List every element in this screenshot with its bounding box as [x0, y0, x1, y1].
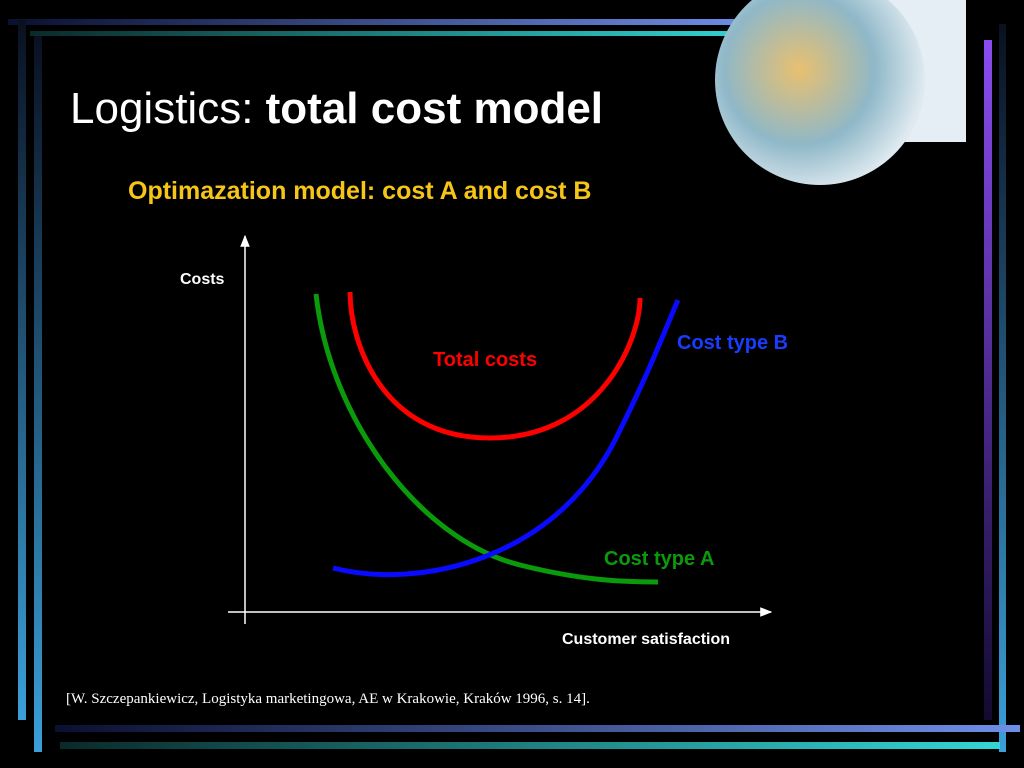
curve-label: Total costs — [433, 349, 537, 371]
x-axis-label: Customer satisfaction — [562, 631, 730, 648]
curve-total — [347, 291, 643, 441]
y-axis-label: Costs — [180, 271, 225, 288]
axes — [228, 234, 773, 624]
curve-label: Cost type A — [604, 548, 714, 570]
subtitle: Optimazation model: cost A and cost B — [128, 177, 591, 205]
slide-title: Logistics: total cost model — [70, 84, 603, 133]
decoration — [8, 0, 1020, 752]
curve-a — [313, 293, 659, 585]
curve-b — [332, 299, 681, 578]
curve-label: Cost type B — [677, 332, 788, 354]
citation: [W. Szczepankiewicz, Logistyka marketing… — [66, 691, 590, 707]
